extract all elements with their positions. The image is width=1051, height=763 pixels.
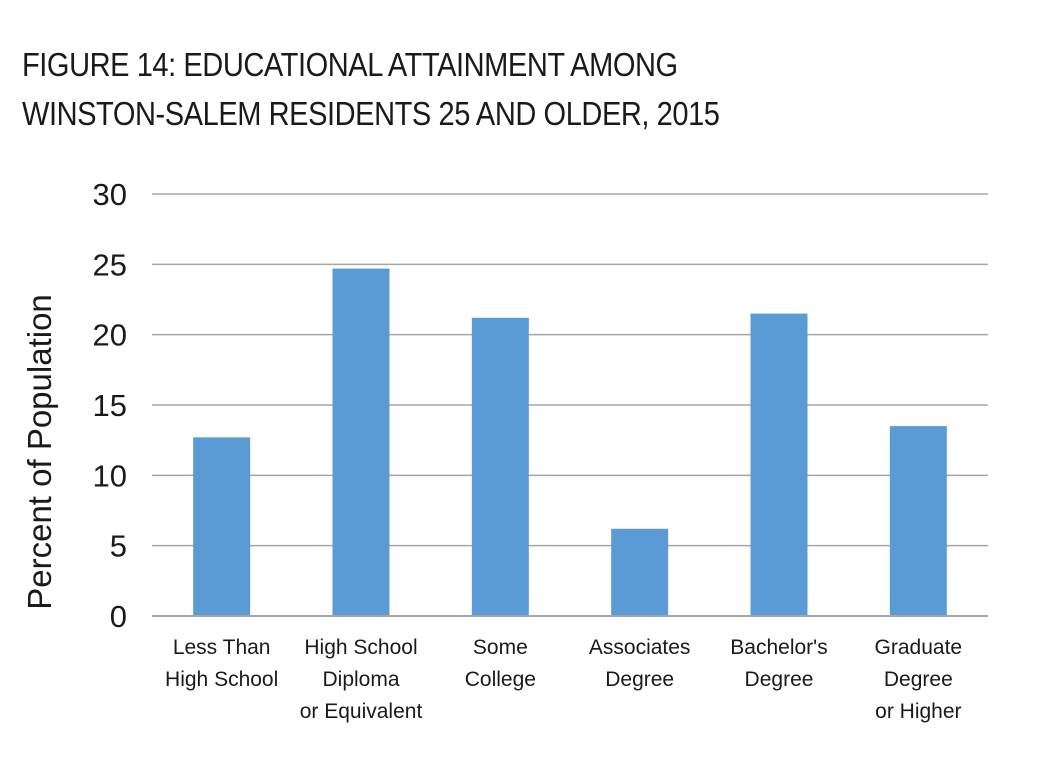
bar: [889, 426, 947, 616]
chart-title: FIGURE 14: EDUCATIONAL ATTAINMENT AMONG …: [22, 40, 902, 138]
x-tick-label-line: High School: [165, 668, 278, 691]
y-tick-label: 0: [110, 599, 127, 634]
x-tick-label: Some College: [465, 636, 536, 691]
x-tick-label: Less Than High School: [165, 636, 278, 691]
x-tick-label-line: Degree: [605, 668, 674, 691]
y-tick-label: 5: [110, 529, 127, 564]
x-tick-label: High School Diploma or Equivalent: [300, 636, 423, 723]
bar: [332, 268, 390, 616]
chart-title-line-2: WINSTON-SALEM RESIDENTS 25 AND OLDER, 20…: [22, 95, 720, 132]
y-tick-label: 20: [93, 318, 127, 353]
x-tick-label: Bachelor's Degree: [730, 636, 827, 691]
x-tick-label-line: High School: [304, 636, 417, 659]
y-tick-label: 15: [93, 388, 127, 423]
bars: [193, 268, 947, 616]
x-tick-label-line: Associates: [589, 636, 691, 659]
x-tick-label: Associates Degree: [589, 636, 691, 691]
y-axis-title: Percent of Population: [21, 294, 58, 610]
chart-title-line-1: FIGURE 14: EDUCATIONAL ATTAINMENT AMONG: [22, 46, 678, 83]
bar: [471, 317, 529, 616]
x-tick-label-line: or Equivalent: [300, 700, 423, 723]
y-tick-label: 25: [93, 247, 127, 282]
x-tick-label-line: Diploma: [322, 668, 399, 691]
y-tick-label: 30: [93, 177, 127, 212]
x-tick-label-line: Some: [473, 636, 528, 659]
x-tick-label: Graduate Degree or Higher: [875, 636, 963, 723]
bar: [193, 437, 251, 616]
x-tick-label-line: Degree: [745, 668, 814, 691]
x-tick-label-line: or Higher: [875, 700, 961, 723]
bar: [611, 528, 669, 616]
y-tick-label: 10: [93, 458, 127, 493]
x-tick-label-line: College: [465, 668, 536, 691]
gridlines: [152, 193, 988, 547]
x-tick-label-line: Bachelor's: [730, 636, 827, 659]
bar: [750, 313, 808, 616]
x-tick-label-line: Graduate: [875, 636, 963, 659]
x-tick-label-line: Degree: [884, 668, 953, 691]
x-tick-label-line: Less Than: [173, 636, 271, 659]
